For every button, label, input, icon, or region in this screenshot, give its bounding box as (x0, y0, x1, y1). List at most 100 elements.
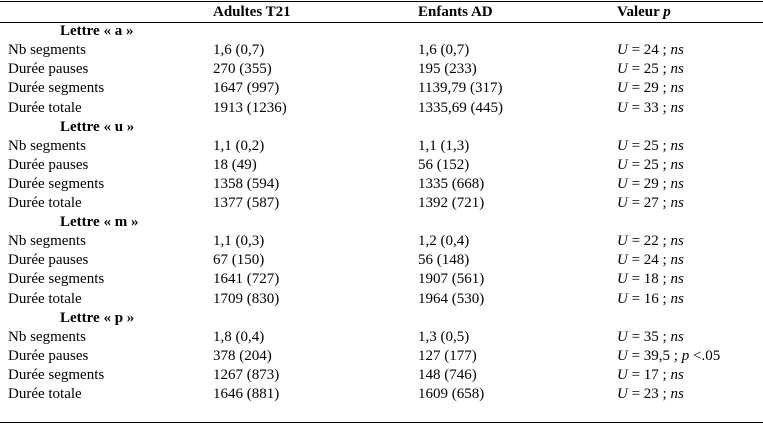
text-part: = 25 ; (627, 137, 671, 154)
text-part: = 35 ; (627, 328, 671, 345)
p-value: U = 25 ; ns (617, 137, 684, 156)
text-part: ns (670, 386, 684, 402)
text-part: = 25 ; (627, 156, 671, 173)
text-part: p (663, 4, 671, 20)
p-value: U = 23 ; ns (617, 385, 684, 404)
ad-value: 1,1 (1,3) (418, 137, 470, 154)
text-part: U (617, 386, 628, 402)
text-part: ns (670, 271, 684, 288)
text-part: U (617, 366, 628, 383)
row-label: Nb segments (8, 42, 86, 59)
t21-value: 67 (150) (213, 252, 265, 269)
text-part: ns (670, 80, 684, 97)
text-part: U (617, 271, 628, 288)
text-part: Valeur (617, 4, 664, 20)
text-part: = 22 ; (627, 233, 671, 250)
p-value: U = 33 ; ns (617, 99, 684, 118)
t21-value: 270 (355) (213, 61, 272, 78)
t21-value: 1,8 (0,4) (213, 328, 265, 345)
column-header: Adultes T21 (213, 4, 291, 20)
t21-value: 18 (49) (213, 156, 257, 173)
row-label: Durée segments (8, 366, 105, 383)
p-value: U = 25 ; ns (617, 156, 684, 175)
t21-value: 1,1 (0,3) (213, 233, 265, 250)
row-label: Nb segments (8, 233, 86, 250)
text-part: U (617, 290, 628, 307)
text-part: = 33 ; (627, 99, 671, 116)
t21-value: 1358 (594) (213, 175, 280, 192)
t21-value: 1377 (587) (213, 195, 280, 211)
ad-value: 1335 (668) (418, 175, 485, 192)
text-part: ns (670, 328, 684, 345)
text-part: = 23 ; (627, 386, 671, 402)
p-value: U = 22 ; ns (617, 232, 684, 251)
t21-value: 1709 (830) (213, 290, 280, 307)
row-label: Durée segments (8, 271, 105, 288)
text-part: = 24 ; (627, 252, 671, 269)
text-part: U (617, 233, 628, 250)
text-part: = 29 ; (627, 80, 671, 97)
ad-value: 1964 (530) (418, 290, 485, 307)
text-part: ns (670, 290, 684, 307)
p-value: U = 24 ; ns (617, 251, 684, 270)
t21-value: 1267 (873) (213, 366, 280, 383)
ad-value: 1335,69 (445) (418, 99, 503, 116)
text-part: ns (670, 175, 684, 192)
row-label: Durée pauses (8, 156, 89, 173)
text-part: U (617, 137, 628, 154)
text-part: ns (670, 61, 684, 78)
text-part: U (617, 42, 628, 59)
table-top-rule (0, 1, 763, 2)
text-part: ns (670, 42, 684, 59)
p-value: U = 27 ; ns (617, 194, 684, 213)
text-part: = 17 ; (627, 366, 671, 383)
section-title: Lettre « m » (60, 214, 139, 231)
section-title: Lettre « u » (60, 118, 135, 135)
ad-value: 56 (152) (418, 156, 470, 173)
ad-value: 127 (177) (418, 347, 477, 364)
text-part: ns (670, 156, 684, 173)
column-header: Enfants AD (418, 4, 493, 20)
text-part: = 27 ; (627, 195, 671, 211)
text-part: U (617, 156, 628, 173)
t21-value: 378 (204) (213, 347, 272, 364)
row-label: Durée pauses (8, 252, 89, 269)
ad-value: 56 (148) (418, 252, 470, 269)
row-label: Durée pauses (8, 347, 89, 364)
p-value: U = 17 ; ns (617, 366, 684, 385)
section-title: Lettre « a » (60, 23, 134, 40)
text-part: U (617, 175, 628, 192)
column-header: Valeur p (617, 3, 671, 22)
text-part: = 25 ; (627, 61, 671, 78)
text-part: U (617, 80, 628, 97)
text-part: ns (670, 195, 684, 211)
t21-value: 1641 (727) (213, 271, 280, 288)
text-part: U (617, 347, 628, 364)
p-value: U = 29 ; ns (617, 79, 684, 98)
text-part: U (617, 99, 628, 116)
text-part: = 16 ; (627, 290, 671, 307)
row-label: Durée totale (8, 290, 82, 307)
t21-value: 1,6 (0,7) (213, 42, 265, 59)
p-value: U = 24 ; ns (617, 41, 684, 60)
t21-value: 1,1 (0,2) (213, 137, 265, 154)
text-part: ns (670, 233, 684, 250)
row-label: Durée pauses (8, 61, 89, 78)
t21-value: 1913 (1236) (213, 99, 287, 116)
text-part: = 18 ; (627, 271, 671, 288)
p-value: U = 18 ; ns (617, 270, 684, 289)
p-value: U = 29 ; ns (617, 175, 684, 194)
ad-value: 1,2 (0,4) (418, 233, 470, 250)
header-rule (0, 22, 763, 23)
text-part: ns (670, 137, 684, 154)
p-value: U = 35 ; ns (617, 328, 684, 347)
row-label: Durée segments (8, 175, 105, 192)
ad-value: 1,6 (0,7) (418, 42, 470, 59)
ad-value: 1,3 (0,5) (418, 328, 470, 345)
row-label: Nb segments (8, 328, 86, 345)
text-part: ns (670, 366, 684, 383)
row-label: Durée segments (8, 80, 105, 97)
text-part: p (681, 347, 690, 364)
text-part: = 29 ; (627, 175, 671, 192)
